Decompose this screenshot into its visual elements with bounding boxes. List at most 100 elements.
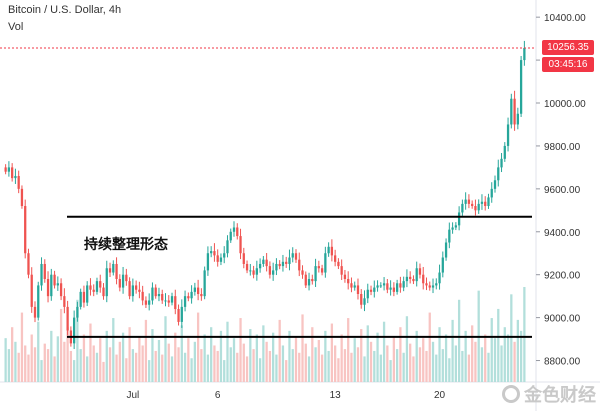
candle-body [415, 268, 418, 282]
volume-bar [242, 343, 245, 382]
volume-bar [516, 319, 519, 382]
volume-bar [148, 360, 151, 382]
volume-bar [108, 347, 112, 382]
candle-body [20, 188, 24, 207]
candle-body [288, 257, 291, 264]
candle-body [281, 261, 285, 267]
volume-bar [76, 299, 79, 382]
volume-bar [40, 360, 43, 382]
candle-body [37, 285, 40, 318]
volume-bar [43, 343, 46, 382]
candle-body [307, 278, 311, 286]
candle-body [523, 47, 526, 61]
candle-body [53, 274, 56, 286]
volume-bar [500, 345, 503, 382]
volume-bar [203, 334, 206, 382]
volume-bar [480, 347, 484, 382]
candle-body [92, 289, 95, 292]
volume-bar [118, 341, 121, 382]
volume-bar [444, 334, 448, 382]
candle-body [428, 285, 431, 288]
candle-body [506, 124, 510, 146]
y-tick-label: 9800.00 [544, 142, 581, 153]
volume-bar [200, 349, 203, 382]
volume-bar [193, 341, 196, 382]
volume-bar [523, 287, 526, 382]
candle-body [249, 270, 252, 272]
candle-body [373, 287, 376, 292]
volume-bar [350, 352, 353, 382]
volume-bar [278, 319, 281, 382]
candle-body [480, 201, 484, 204]
volume-bar [294, 336, 298, 382]
candle-body [291, 253, 294, 258]
y-tick-label: 8800.00 [544, 357, 581, 368]
candle-body [177, 309, 180, 322]
volume-bar [513, 341, 516, 382]
candle-body [467, 199, 471, 204]
candle-body [7, 167, 11, 172]
volume-bar [431, 341, 435, 382]
candle-body [366, 289, 369, 299]
volume-bar [366, 325, 369, 382]
volume-bar [425, 350, 428, 382]
candle-body [27, 253, 30, 275]
candle-body [461, 203, 464, 213]
candle-body [278, 263, 281, 267]
volume-bar [379, 354, 382, 382]
volume-bar [167, 343, 170, 382]
y-tick-label: 9400.00 [544, 228, 581, 239]
candle-body [474, 206, 477, 211]
candle-body [183, 296, 187, 307]
candle-body [223, 253, 226, 258]
volume-bar [376, 332, 379, 382]
volume-bar [255, 334, 258, 382]
bar-countdown-badge: 03:45:16 [542, 56, 594, 72]
volume-bar [73, 360, 76, 382]
candle-body [50, 274, 53, 297]
volume-bar [493, 338, 497, 382]
volume-bar [141, 345, 144, 382]
candle-body [76, 306, 79, 318]
candle-body [386, 283, 389, 290]
volume-bar [27, 354, 30, 382]
volume-bar [487, 352, 490, 382]
candle-body [484, 201, 487, 207]
volume-bar [56, 336, 59, 382]
candle-body [154, 287, 157, 297]
candle-body [272, 270, 275, 275]
candle-body [487, 197, 490, 207]
volume-bar [7, 349, 11, 382]
candle-body [200, 294, 203, 297]
candle-body [334, 255, 337, 262]
candle-body [66, 306, 69, 331]
candle-body [14, 175, 17, 179]
volume-bar [164, 316, 167, 382]
volume-bar [210, 327, 213, 382]
volume-bar [311, 327, 314, 382]
candle-body [30, 274, 33, 307]
volume-bar [112, 318, 115, 382]
candle-body [118, 278, 121, 288]
volume-bar [298, 352, 301, 382]
candle-body [115, 263, 118, 279]
candle-body [399, 283, 402, 288]
candle-body [258, 263, 262, 269]
candle-body [59, 283, 63, 297]
volume-bar [170, 356, 174, 382]
candle-body [216, 255, 219, 262]
candle-body [229, 231, 232, 241]
volume-bar [330, 323, 334, 382]
volume-bar [121, 332, 125, 382]
volume-bar [291, 349, 294, 382]
candle-body [392, 287, 396, 292]
candle-body [500, 158, 503, 168]
candle-body [340, 266, 343, 275]
candle-body [330, 246, 334, 256]
volume-bar [389, 360, 392, 382]
volume-bar [307, 356, 311, 382]
candle-body [79, 291, 82, 307]
volume-bar [37, 321, 40, 382]
